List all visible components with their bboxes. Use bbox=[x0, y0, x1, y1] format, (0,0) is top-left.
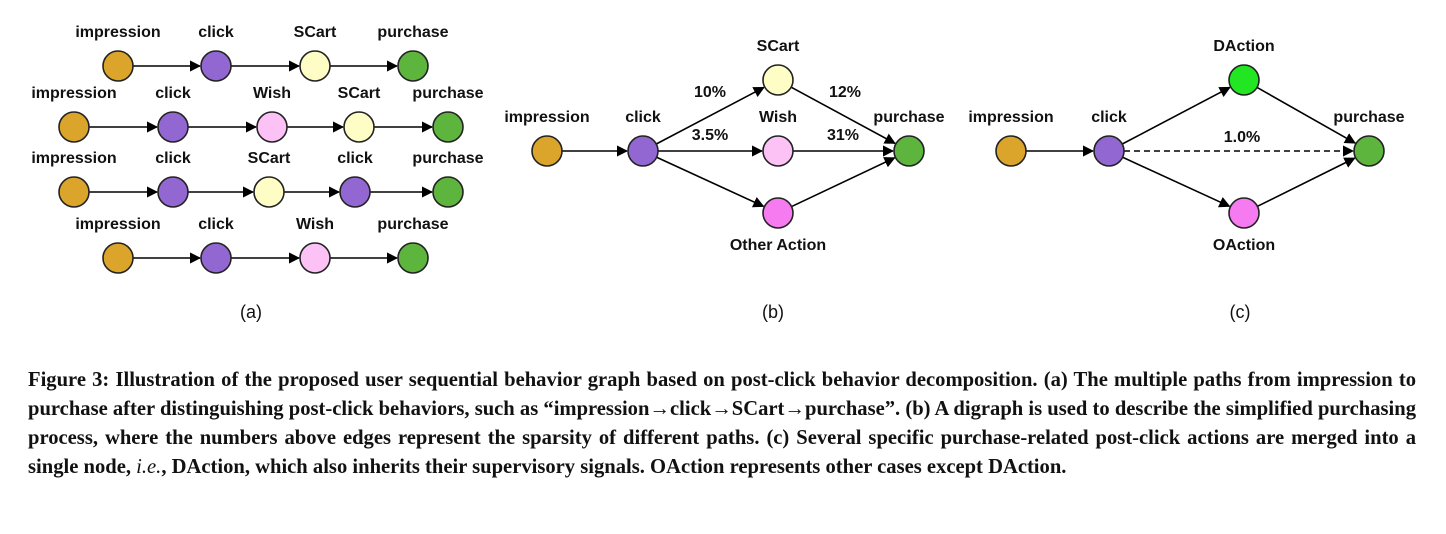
click-node bbox=[157, 111, 189, 143]
edge-click-to-other bbox=[656, 156, 765, 208]
purchase-node bbox=[1353, 135, 1385, 167]
caption-text: Figure 3: Illustration of the proposed u… bbox=[28, 369, 1416, 478]
panel-a: impression click SCart purchase impression cl… bbox=[31, 24, 484, 274]
daction-node bbox=[1228, 64, 1260, 96]
impression-node bbox=[58, 176, 90, 208]
edge-click-to-daction bbox=[1121, 86, 1231, 145]
edge-scart-to-purchase bbox=[790, 86, 896, 145]
purchase-node bbox=[432, 176, 464, 208]
wish-label: Wish bbox=[296, 216, 334, 233]
oaction-label: OAction bbox=[1213, 237, 1275, 254]
scart-label: SCart bbox=[757, 38, 800, 55]
click-label: click bbox=[625, 109, 661, 126]
scart-node bbox=[299, 50, 331, 82]
edge-oaction-to-purchase bbox=[1257, 157, 1356, 208]
scart-label: SCart bbox=[294, 24, 337, 41]
impression-label: impression bbox=[75, 24, 160, 41]
click-label: click bbox=[198, 216, 234, 233]
other-action-node bbox=[762, 197, 794, 229]
purchase-label: purchase bbox=[873, 109, 944, 126]
click-node bbox=[200, 50, 232, 82]
impression-node bbox=[58, 111, 90, 143]
purchase-node bbox=[397, 50, 429, 82]
caption-italic: i.e. bbox=[136, 456, 162, 478]
impression-label: impression bbox=[31, 85, 116, 102]
scart-node bbox=[253, 176, 285, 208]
wish-label: Wish bbox=[253, 85, 291, 102]
click-label: click bbox=[155, 150, 191, 167]
purchase-label: purchase bbox=[412, 85, 483, 102]
impression-label: impression bbox=[504, 109, 589, 126]
purchase-label: purchase bbox=[377, 24, 448, 41]
panel-a-label: (a) bbox=[240, 302, 262, 322]
purchase-label: purchase bbox=[1333, 109, 1404, 126]
edge-label-scart-purchase: 12% bbox=[829, 84, 861, 101]
purchase-node bbox=[397, 242, 429, 274]
click-label: click bbox=[155, 85, 191, 102]
panel-b-label: (b) bbox=[762, 302, 784, 322]
daction-label: DAction bbox=[1213, 38, 1274, 55]
edge-label-click-purchase: 1.0% bbox=[1224, 129, 1260, 146]
wish-node bbox=[256, 111, 288, 143]
purchase-node bbox=[432, 111, 464, 143]
panel-c-label: (c) bbox=[1230, 302, 1251, 322]
scart-node bbox=[762, 64, 794, 96]
click-label: click bbox=[198, 24, 234, 41]
impression-label: impression bbox=[31, 150, 116, 167]
click-label: click bbox=[1091, 109, 1127, 126]
impression-node bbox=[531, 135, 563, 167]
other-action-label: Other Action bbox=[730, 237, 826, 254]
scart-node bbox=[343, 111, 375, 143]
impression-node bbox=[995, 135, 1027, 167]
figure-caption: Figure 3: Illustration of the proposed u… bbox=[28, 366, 1416, 482]
edge-label-click-wish: 3.5% bbox=[692, 127, 728, 144]
caption-text-end: , DAction, which also inherits their sup… bbox=[161, 456, 1067, 478]
impression-label: impression bbox=[75, 216, 160, 233]
scart-label: SCart bbox=[248, 150, 291, 167]
edge-click-to-oaction bbox=[1122, 156, 1231, 208]
wish-label: Wish bbox=[759, 109, 797, 126]
purchase-label: purchase bbox=[412, 150, 483, 167]
edge-daction-to-purchase bbox=[1256, 86, 1357, 144]
click-node bbox=[1093, 135, 1125, 167]
click-node bbox=[200, 242, 232, 274]
click-node bbox=[339, 176, 371, 208]
panel-c: impression click DAction OAction purchase 1.0… bbox=[968, 38, 1404, 254]
wish-node bbox=[299, 242, 331, 274]
click-label: click bbox=[337, 150, 373, 167]
wish-node bbox=[762, 135, 794, 167]
panel-b: impression click SCart Wish Other Action purc… bbox=[504, 38, 944, 254]
edge-click-to-scart bbox=[655, 86, 765, 145]
purchase-label: purchase bbox=[377, 216, 448, 233]
click-node bbox=[627, 135, 659, 167]
scart-label: SCart bbox=[338, 85, 381, 102]
edge-other-to-purchase bbox=[791, 157, 896, 208]
click-node bbox=[157, 176, 189, 208]
edge-label-click-scart: 10% bbox=[694, 84, 726, 101]
purchase-node bbox=[893, 135, 925, 167]
behavior-graph-figure: impression click SCart purchase impression cl… bbox=[31, 24, 1404, 322]
oaction-node bbox=[1228, 197, 1260, 229]
impression-node bbox=[102, 50, 134, 82]
edge-label-wish-purchase: 31% bbox=[827, 127, 859, 144]
impression-label: impression bbox=[968, 109, 1053, 126]
impression-node bbox=[102, 242, 134, 274]
